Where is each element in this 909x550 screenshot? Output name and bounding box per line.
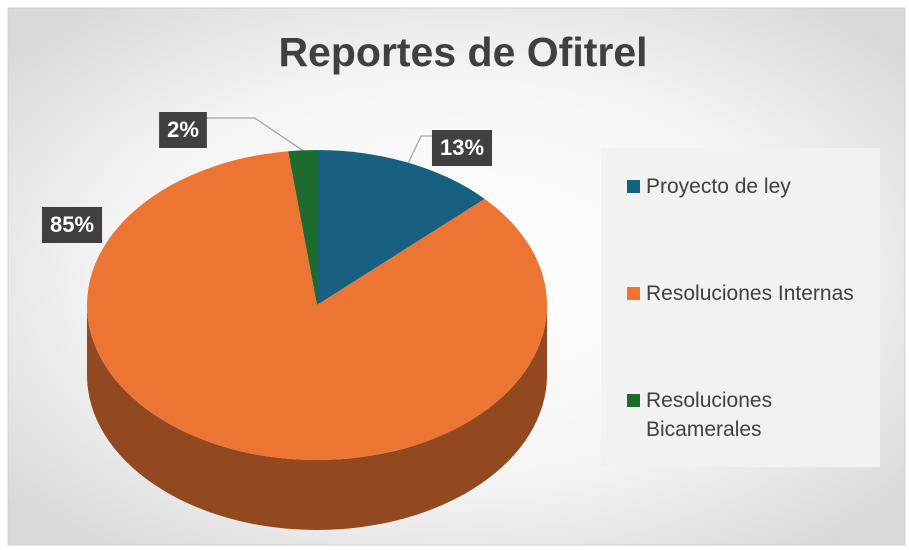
pie-slice	[86, 151, 548, 461]
legend-entry: Resoluciones Internas	[627, 279, 880, 386]
data-label: 85%	[50, 212, 94, 237]
data-label-box	[159, 112, 207, 148]
legend-label: Resoluciones Bicamerales	[646, 389, 773, 441]
legend-entry: Proyecto de ley	[627, 172, 880, 279]
legend-swatch	[627, 287, 640, 300]
legend-entry: Resoluciones Bicamerales	[627, 386, 880, 493]
leader-line	[207, 117, 303, 151]
data-label: 2%	[167, 117, 199, 142]
pie-slice	[288, 150, 317, 305]
pie-slice	[317, 150, 485, 305]
legend-swatch	[627, 394, 640, 407]
chart-title: Reportes de Ofitrel	[278, 29, 647, 75]
data-label-box	[431, 130, 493, 166]
legend-label: Proyecto de ley	[646, 175, 791, 198]
pie-slice-side	[87, 305, 547, 530]
legend: Proyecto de ley Resoluciones Internas Reso…	[601, 148, 880, 467]
data-label-box	[41, 207, 103, 243]
legend-swatch	[627, 180, 640, 193]
leader-line	[407, 135, 434, 164]
data-label: 13%	[440, 135, 484, 160]
legend-label: Resoluciones Internas	[646, 282, 854, 305]
